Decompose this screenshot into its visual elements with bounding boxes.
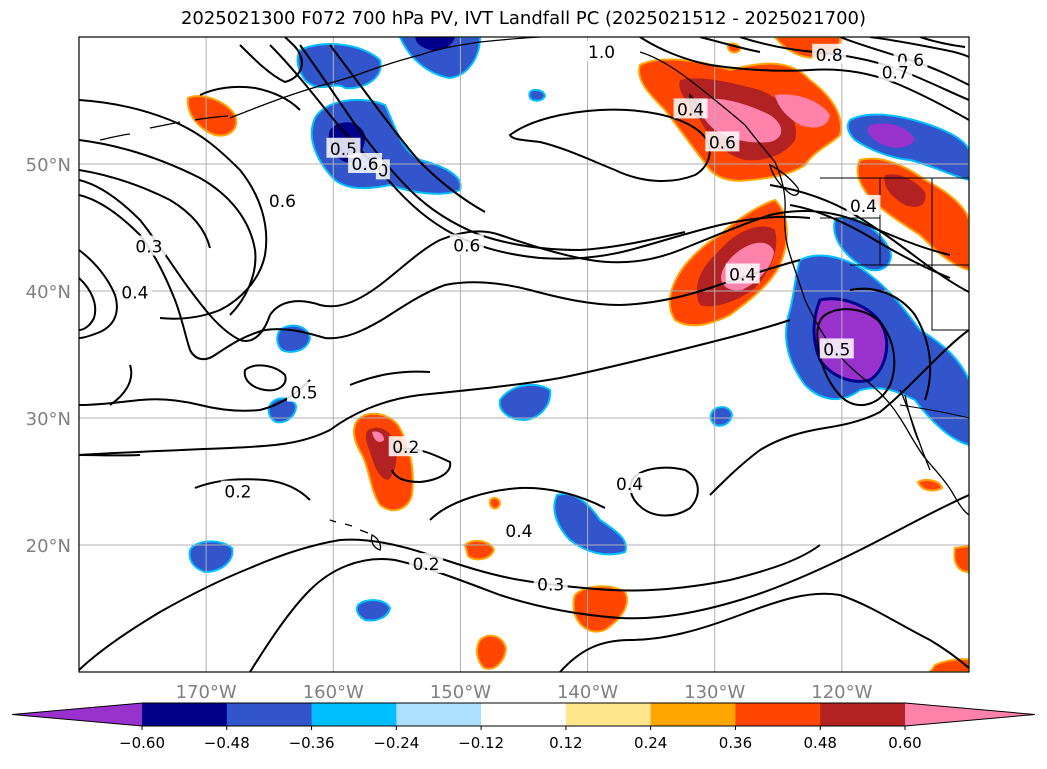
contour-label: 0.3 — [537, 575, 564, 595]
pos-region-small-a — [490, 498, 500, 509]
lon-tick-label: 150°W — [430, 682, 491, 703]
colorbar-swatch — [820, 703, 905, 726]
lon-tick-label: 140°W — [557, 682, 618, 703]
contour-label: 0.8 — [816, 46, 843, 66]
contour-label: 0.4 — [505, 522, 532, 542]
contour-label: 0.4 — [616, 475, 643, 495]
colorbar-swatch — [312, 703, 397, 726]
colorbar-extend-right — [905, 703, 1035, 726]
contour-label: 0.6 — [453, 236, 480, 256]
colorbar-swatch — [735, 703, 820, 726]
colorbar-tick-label: −0.24 — [373, 734, 419, 752]
contour-label: 0.2 — [413, 555, 440, 575]
contour-label: 0.5 — [823, 340, 850, 360]
neg-region-small-f — [529, 90, 545, 101]
chart-title: 2025021300 F072 700 hPa PV, IVT Landfall… — [0, 8, 1047, 29]
lat-tick-label: 50°N — [26, 155, 71, 176]
colorbar-tick-label: −0.12 — [458, 734, 504, 752]
colorbar-tick-label: 0.60 — [888, 734, 921, 752]
lat-tick-label: 30°N — [26, 409, 71, 430]
contour-label: 1.0 — [588, 43, 615, 63]
contour-label: 0.6 — [709, 133, 736, 153]
colorbar-tick-label: 0.12 — [549, 734, 582, 752]
contour-label: 0.6 — [269, 192, 296, 212]
colorbar-swatch — [651, 703, 736, 726]
colorbar-tick-label: −0.60 — [119, 734, 165, 752]
contour-label: 0.2 — [224, 483, 251, 503]
colorbar-tick-label: 0.48 — [804, 734, 837, 752]
contour-label: 0.3 — [135, 238, 162, 258]
lat-tick-label: 40°N — [26, 282, 71, 303]
lon-tick-label: 130°W — [684, 682, 745, 703]
colorbar-extend-left — [12, 703, 142, 726]
colorbar: −0.60 −0.48 −0.36 −0.24 −0.12 0.12 0.24 0.36 0.4… — [12, 703, 1035, 752]
latitude-tick-labels: 20°N 30°N 40°N 50°N — [26, 155, 71, 557]
colorbar-tick-label: −0.48 — [204, 734, 250, 752]
colorbar-swatch — [227, 703, 312, 726]
colorbar-swatch — [481, 703, 566, 726]
longitude-tick-labels: 170°W 160°W 150°W 140°W 130°W 120°W — [176, 682, 873, 703]
neg-region-small-e — [711, 407, 732, 426]
contour-label: 0.2 — [392, 438, 419, 458]
contour-label: 0.4 — [850, 197, 877, 217]
colorbar-swatch — [566, 703, 651, 726]
lon-tick-label: 160°W — [303, 682, 364, 703]
colorbar-swatch — [396, 703, 481, 726]
colorbar-tick-label: 0.24 — [634, 734, 667, 752]
lon-tick-label: 170°W — [176, 682, 237, 703]
contour-label: 0.5 — [291, 384, 318, 404]
lat-tick-label: 20°N — [26, 536, 71, 557]
colorbar-swatch — [142, 703, 227, 726]
pos-region-subtropic-b — [465, 541, 494, 560]
contour-label: 0.4 — [729, 265, 756, 285]
lon-tick-label: 120°W — [811, 682, 872, 703]
colorbar-tick-label: −0.36 — [289, 734, 335, 752]
contour-label: 0.6 — [352, 155, 379, 175]
colorbar-tick-label: 0.36 — [719, 734, 752, 752]
contour-label: 0.4 — [677, 100, 704, 120]
contour-label: 0.7 — [882, 64, 909, 84]
contour-label: 0.4 — [121, 283, 148, 303]
